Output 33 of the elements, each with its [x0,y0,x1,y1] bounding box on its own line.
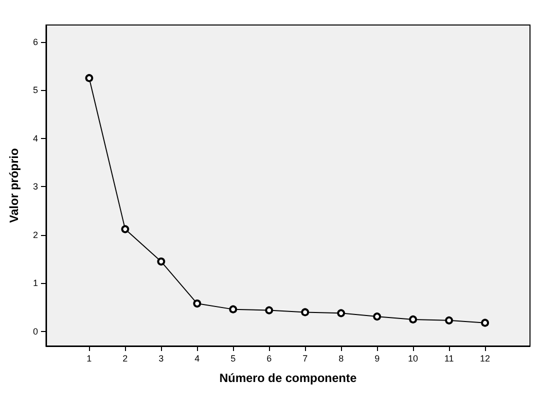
point [481,318,490,327]
y-tick-label: 1 [32,278,38,288]
y-axis-title: Valor próprio [7,148,21,223]
point [409,315,418,324]
x-tick-label: 11 [444,354,454,364]
x-tick-label: 5 [230,354,236,364]
point [229,305,238,314]
point [445,316,454,324]
x-tick-label: 10 [408,354,418,364]
point [265,306,274,314]
x-tick-label: 7 [302,354,308,364]
point [301,308,310,316]
y-tick-label: 6 [32,36,38,47]
x-tick-label: 1 [86,354,92,364]
x-tick-label: 3 [158,354,164,364]
x-axis-title: Número de componente [219,371,357,385]
point [337,309,346,318]
x-tick-label: 12 [480,354,490,364]
point [373,312,382,321]
y-tick-label: 2 [32,230,38,240]
x-tick-label: 8 [338,354,344,364]
y-tick-label: 3 [32,182,38,192]
y-tick-label: 0 [32,326,38,337]
point [85,74,94,82]
point [121,225,130,234]
x-tick-label: 9 [374,354,380,364]
y-tick-label: 4 [32,133,38,144]
x-tick-label: 2 [122,354,128,364]
y-tick-label: 5 [32,85,38,96]
x-tick-label: 6 [266,354,272,364]
point [157,258,166,266]
x-tick-label: 4 [194,354,200,364]
point [193,300,202,308]
